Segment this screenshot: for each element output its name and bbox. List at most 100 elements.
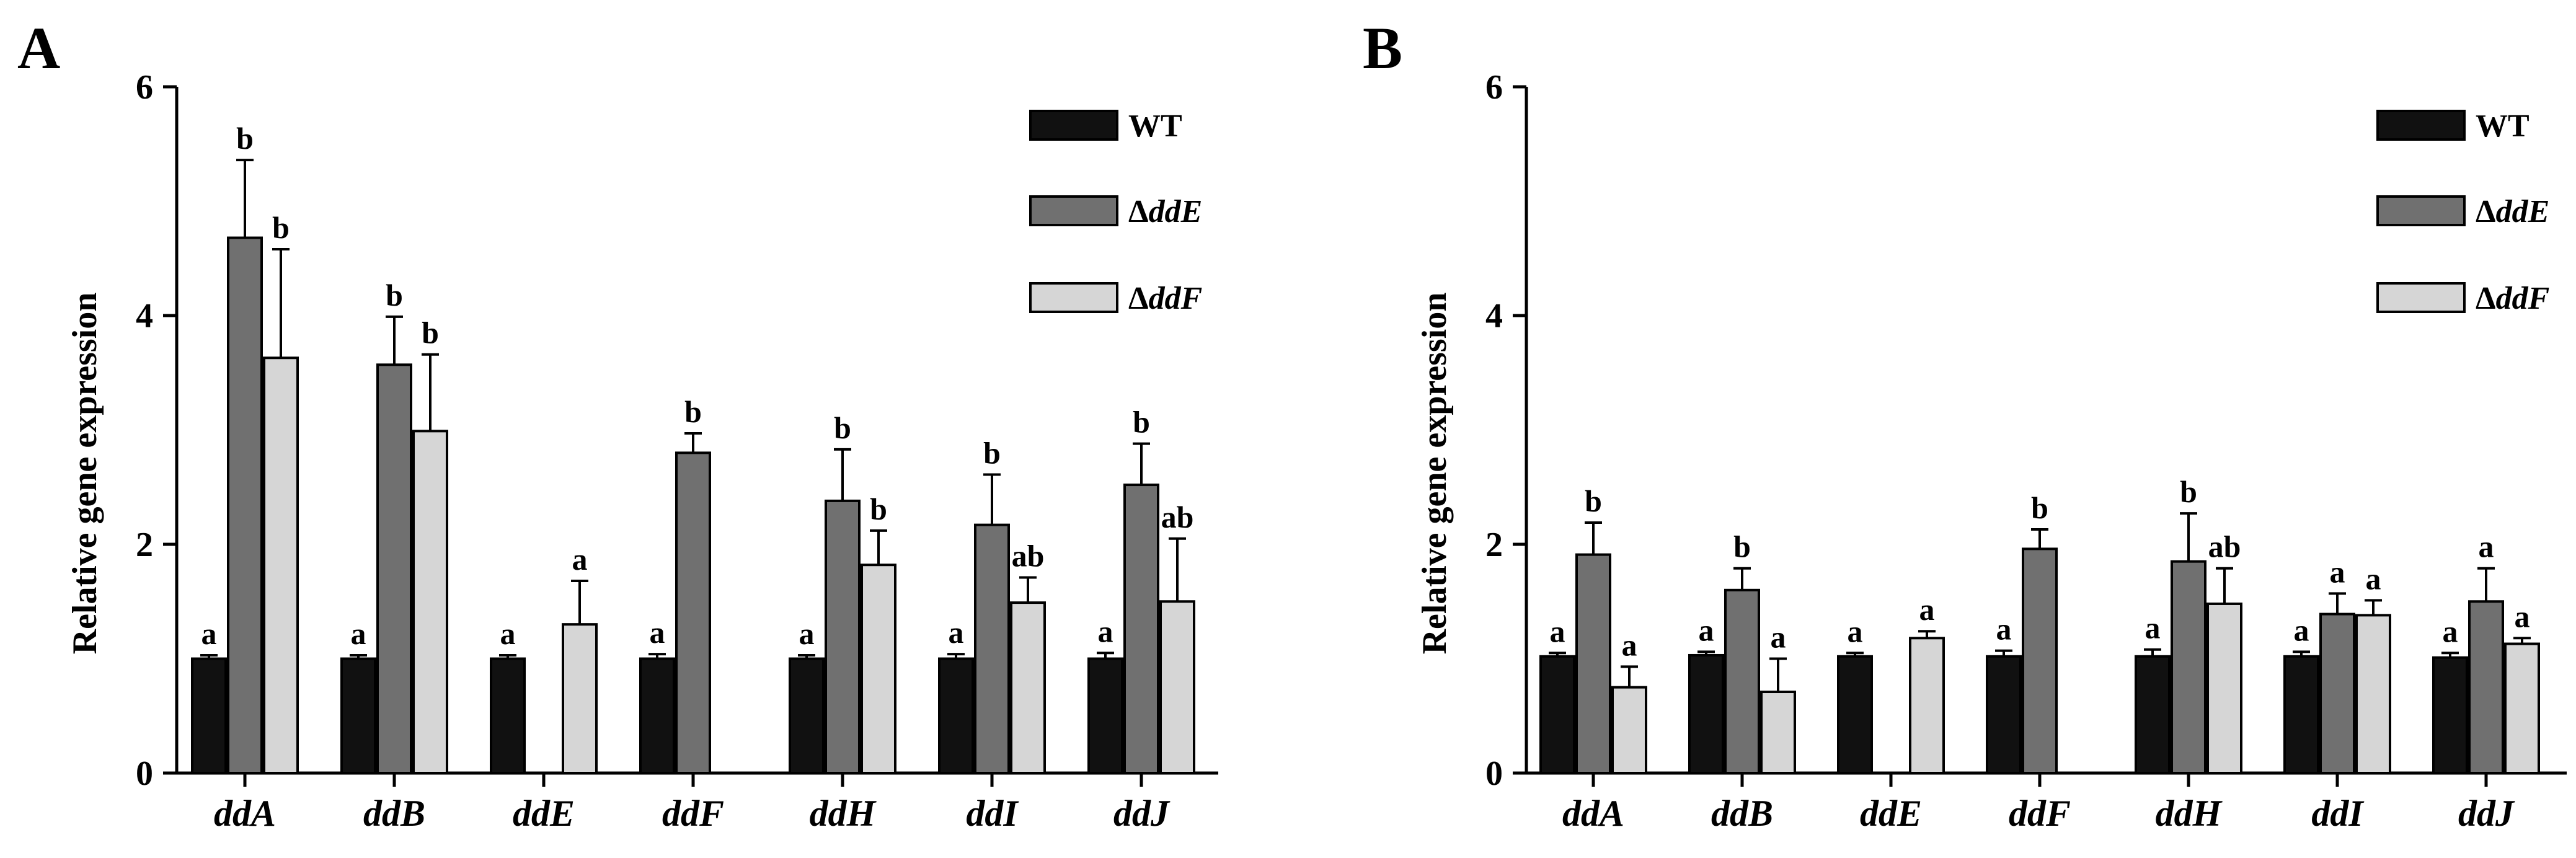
bar: [825, 499, 861, 774]
bar: [2468, 600, 2504, 774]
bar: [2504, 642, 2540, 775]
bar: [1837, 655, 1873, 775]
legend-label: WT: [2476, 108, 2530, 144]
significance-label: a: [1771, 620, 1786, 655]
y-tick-label: 2: [1485, 526, 1503, 564]
x-tick-label: ddB: [363, 793, 425, 834]
significance-label: a: [2294, 613, 2309, 647]
bar: [1539, 655, 1575, 775]
legend-label: ΔddE: [1128, 194, 1202, 229]
bar: [1010, 601, 1046, 774]
significance-label: b: [983, 435, 1001, 470]
bar: [938, 657, 974, 774]
bar: [1575, 553, 1611, 774]
bar: [1611, 686, 1647, 774]
x-tick-label: ddB: [1711, 793, 1773, 834]
bar: [2355, 614, 2391, 775]
significance-label: a: [201, 616, 217, 651]
bar: [2171, 560, 2206, 774]
x-tick-label: ddA: [1562, 793, 1624, 834]
significance-label: a: [2479, 529, 2494, 564]
x-tick-label: ddH: [2156, 793, 2223, 834]
legend-swatch: [2376, 282, 2466, 313]
legend-swatch: [1029, 282, 1118, 313]
x-tick-label: ddI: [966, 793, 1019, 834]
bar: [191, 657, 227, 774]
x-tick-label: ddF: [662, 793, 724, 834]
significance-label: b: [2180, 474, 2197, 509]
legend-swatch: [1029, 110, 1118, 141]
bar: [861, 564, 896, 775]
legend-swatch: [2376, 110, 2466, 141]
significance-label: b: [684, 394, 702, 429]
significance-label: b: [272, 210, 290, 245]
bar: [2022, 547, 2058, 774]
significance-label: b: [834, 410, 851, 445]
bar: [562, 623, 598, 775]
bar: [1087, 657, 1123, 774]
x-tick-label: ddA: [214, 793, 276, 834]
bar: [2319, 613, 2355, 774]
bar: [675, 451, 711, 774]
significance-label: b: [236, 121, 254, 156]
panel-label: A: [17, 15, 60, 81]
legend-label-prefix: Δ: [1128, 281, 1149, 316]
legend-label: WT: [1128, 108, 1182, 144]
x-tick-label: ddE: [1860, 793, 1922, 834]
panel-label: B: [1363, 15, 1402, 81]
significance-label: b: [1133, 405, 1150, 440]
significance-label: b: [1585, 484, 1602, 518]
significance-label: a: [500, 616, 516, 651]
x-tick-label: ddE: [513, 793, 575, 834]
x-tick-label: ddI: [2311, 793, 2365, 834]
significance-label: a: [1699, 613, 1714, 647]
legend-label-gene: ddF: [1149, 281, 1203, 316]
legend-label-gene: ddF: [2496, 281, 2550, 316]
significance-label: a: [2366, 561, 2381, 596]
bar: [2135, 655, 2171, 775]
bar: [340, 657, 376, 774]
bar: [974, 523, 1010, 774]
y-tick-label: 0: [136, 754, 153, 793]
significance-label: a: [1098, 614, 1113, 648]
significance-label: a: [2145, 611, 2161, 645]
legend-label-gene: ddE: [2496, 194, 2550, 229]
significance-label: a: [799, 616, 815, 651]
legend-label: ΔddF: [2476, 281, 2549, 316]
significance-label: a: [1919, 592, 1935, 627]
bar: [2283, 655, 2319, 775]
bar: [1760, 691, 1796, 774]
bar: [1986, 655, 2022, 775]
bar: [412, 430, 448, 774]
y-tick-label: 6: [1485, 68, 1503, 107]
bar: [2206, 602, 2242, 774]
legend-label-prefix: Δ: [2476, 194, 2496, 229]
significance-label: a: [2443, 614, 2458, 648]
x-tick-label: ddF: [2009, 793, 2071, 834]
significance-label: a: [949, 615, 964, 650]
bar: [1159, 600, 1195, 774]
y-tick-label: 4: [136, 297, 153, 335]
x-tick-label: ddJ: [1113, 793, 1171, 834]
significance-label: b: [870, 492, 887, 526]
y-tick-label: 2: [136, 526, 153, 564]
bar: [1909, 637, 1945, 775]
y-tick-label: 6: [136, 68, 153, 107]
legend-label: ΔddE: [2476, 194, 2549, 229]
significance-label: a: [1848, 614, 1863, 648]
bar: [1688, 653, 1724, 774]
bar: [789, 657, 825, 774]
legend-label-prefix: Δ: [2476, 281, 2496, 316]
bar: [263, 356, 299, 774]
bar: [1123, 484, 1159, 774]
x-tick-label: ddH: [810, 793, 877, 834]
x-tick-label: ddJ: [2458, 793, 2515, 834]
bar: [2432, 656, 2468, 775]
significance-label: a: [2515, 599, 2530, 634]
significance-label: a: [1622, 627, 1637, 662]
bar: [639, 657, 675, 774]
significance-label: a: [351, 616, 366, 651]
significance-label: a: [650, 615, 665, 650]
